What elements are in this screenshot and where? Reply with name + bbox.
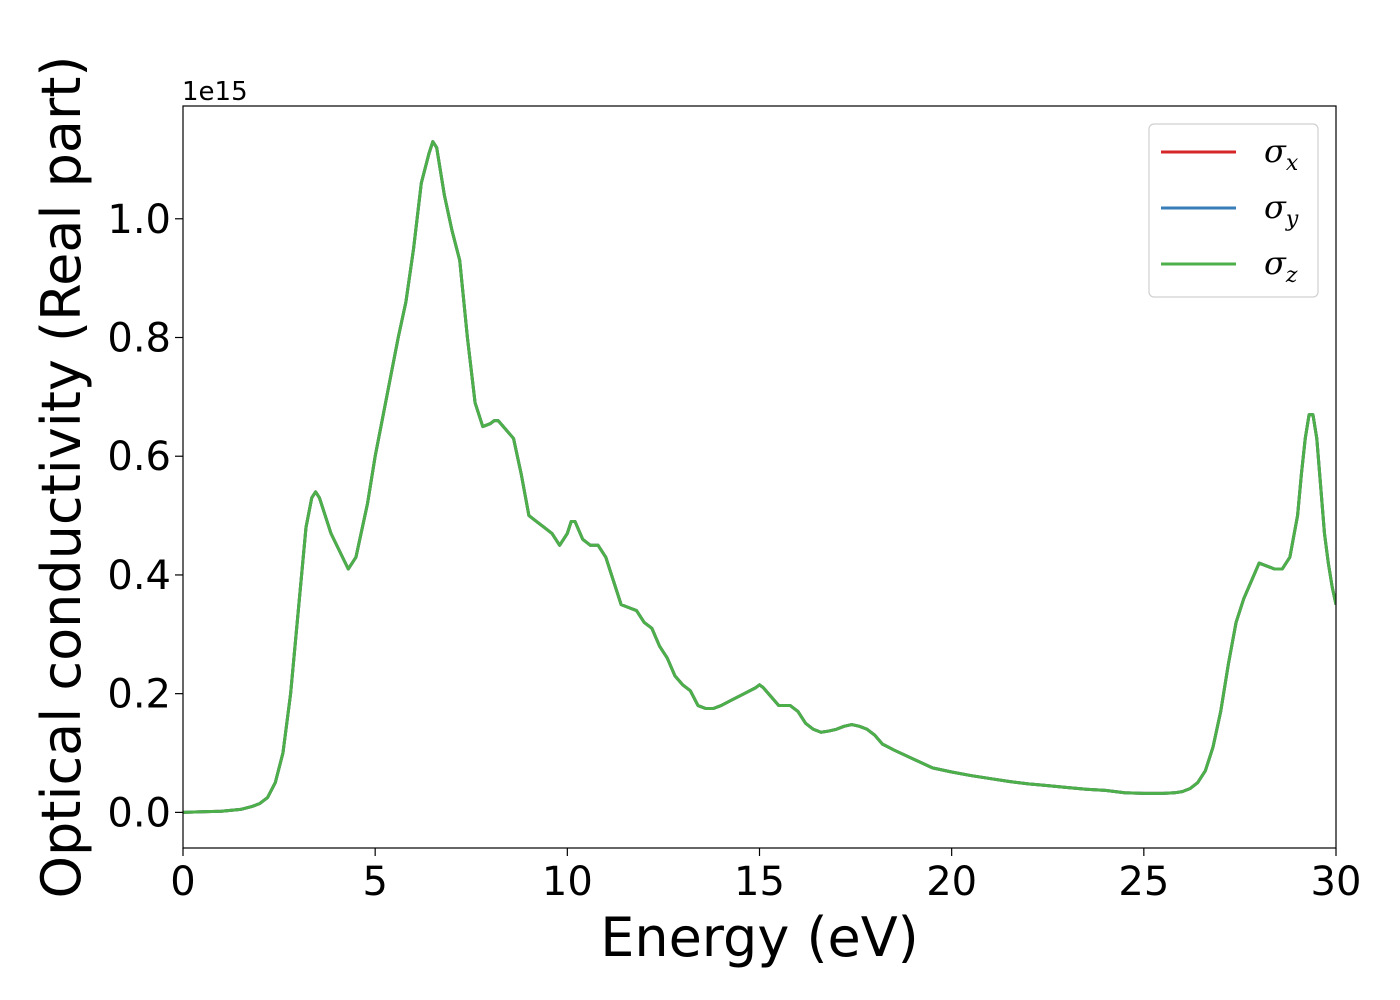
series-line-3 xyxy=(183,140,1336,814)
x-tick-label: 30 xyxy=(1311,859,1362,905)
y-tick-label: 0.0 xyxy=(107,790,171,836)
x-axis: 0 5 10 15 20 25 30 xyxy=(170,848,1361,905)
legend-label-1: σx xyxy=(1264,132,1299,176)
y-tick-label: 1.0 xyxy=(107,197,171,243)
y-tick-label: 0.2 xyxy=(107,672,171,718)
legend-label-2: σy xyxy=(1264,188,1299,232)
x-tick-label: 10 xyxy=(542,859,593,905)
y-tick-label: 0.8 xyxy=(107,316,171,362)
legend-label-3: σz xyxy=(1264,244,1298,288)
legend: σx σy σz xyxy=(1148,123,1319,298)
y-offset-label: 1e15 xyxy=(182,77,248,107)
x-tick-label: 5 xyxy=(362,859,387,905)
y-tick-label: 0.6 xyxy=(107,434,171,480)
x-tick-label: 20 xyxy=(926,859,977,905)
x-tick-label: 0 xyxy=(170,859,195,905)
x-axis-title: Energy (eV) xyxy=(600,906,919,969)
legend-box xyxy=(1148,123,1319,298)
x-tick-label: 15 xyxy=(734,859,785,905)
y-axis-title: Optical conductivity (Real part) xyxy=(30,56,93,899)
y-tick-label: 0.4 xyxy=(107,553,171,599)
x-tick-label: 25 xyxy=(1118,859,1169,905)
y-axis: 0.0 0.2 0.4 0.6 0.8 1.0 xyxy=(107,197,183,836)
series-layer xyxy=(183,140,1336,814)
